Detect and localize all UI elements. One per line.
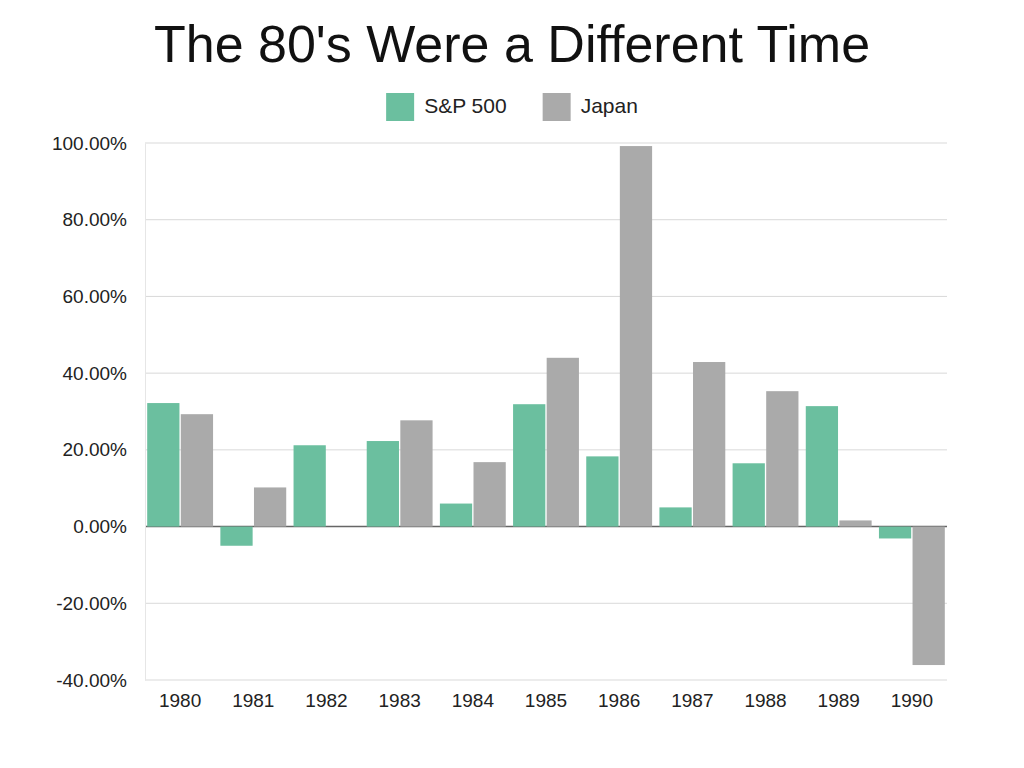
x-axis-line [146,680,948,681]
bar [294,445,326,526]
bar [367,441,399,527]
bar [839,520,871,526]
y-tick: -40.00% [56,670,145,691]
chart: The 80's Were a Different Time -40.00% -20… [0,0,1024,768]
grid [145,143,947,680]
bar [620,146,652,527]
y-axis: -40.00% -20.00% 0.00% 20.00% 40.00% 60.00% 80.… [52,133,146,691]
x-tick: 1981 [232,680,274,711]
x-tick-label: 1990 [891,690,933,711]
legend-swatch [386,93,414,121]
x-tick: 1986 [598,680,640,711]
legend-item: S&P 500 [386,93,507,121]
y-tick-label: 60.00% [63,286,128,307]
grid-line [145,373,947,374]
y-tick-label: 100.00% [52,133,127,154]
grid-line [145,296,947,297]
x-tick-label: 1983 [379,690,421,711]
bar [400,420,432,526]
grid-line [145,603,947,604]
x-tick: 1982 [305,680,347,711]
bar [733,463,765,526]
grid-line [145,143,947,144]
grid-line [145,680,947,681]
y-tick-label: -40.00% [56,670,127,691]
bar [586,456,618,526]
y-tick: 60.00% [63,286,145,307]
bar [693,362,725,527]
bar [806,406,838,526]
bar [220,527,252,546]
bar [473,462,505,526]
x-tick-label: 1986 [598,690,640,711]
x-tick: 1987 [671,680,713,711]
x-tick-label: 1981 [232,690,274,711]
bar [440,504,472,527]
bar [254,487,286,526]
x-tick: 1990 [891,680,933,711]
grid-line [145,219,947,220]
x-tick: 1989 [818,680,860,711]
y-tick: -20.00% [56,593,145,614]
y-tick-label: 80.00% [63,209,128,230]
legend: S&P 500 Japan [386,93,638,121]
x-tick-label: 1988 [744,690,786,711]
x-tick: 1980 [159,680,201,711]
x-tick: 1985 [525,680,567,711]
bar [766,391,798,526]
y-tick-label: 40.00% [63,363,128,384]
y-tick-label: 20.00% [63,439,128,460]
x-axis: 1980 1981 1982 1983 1984 1985 1986 1987 1988 1989… [146,680,948,711]
y-tick-label: -20.00% [56,593,127,614]
x-tick: 1984 [452,680,495,711]
y-tick-label: 0.00% [73,516,127,537]
bar [181,414,213,526]
y-tick: 100.00% [52,133,145,154]
y-tick: 40.00% [63,363,145,384]
bar [327,526,359,527]
bar [513,404,545,526]
x-tick-label: 1985 [525,690,567,711]
y-tick: 80.00% [63,209,145,230]
title: The 80's Were a Different Time [154,15,870,73]
x-tick-label: 1989 [818,690,860,711]
x-tick-label: 1982 [305,690,347,711]
bar [659,507,691,526]
series [181,146,945,665]
y-tick: 20.00% [63,439,145,460]
y-tick: 0.00% [73,516,145,537]
bar [879,527,911,539]
bar [547,358,579,527]
legend-label: S&P 500 [424,94,507,117]
bars [147,146,945,665]
x-tick-label: 1987 [671,690,713,711]
legend-label: Japan [581,94,638,117]
x-tick-label: 1980 [159,690,201,711]
legend-swatch [543,93,571,121]
x-tick-label: 1984 [452,690,495,711]
x-tick: 1988 [744,680,786,711]
bar [147,403,179,527]
bar [913,527,945,665]
y-axis-line [145,144,146,681]
x-tick: 1983 [379,680,421,711]
legend-item: Japan [543,93,638,121]
